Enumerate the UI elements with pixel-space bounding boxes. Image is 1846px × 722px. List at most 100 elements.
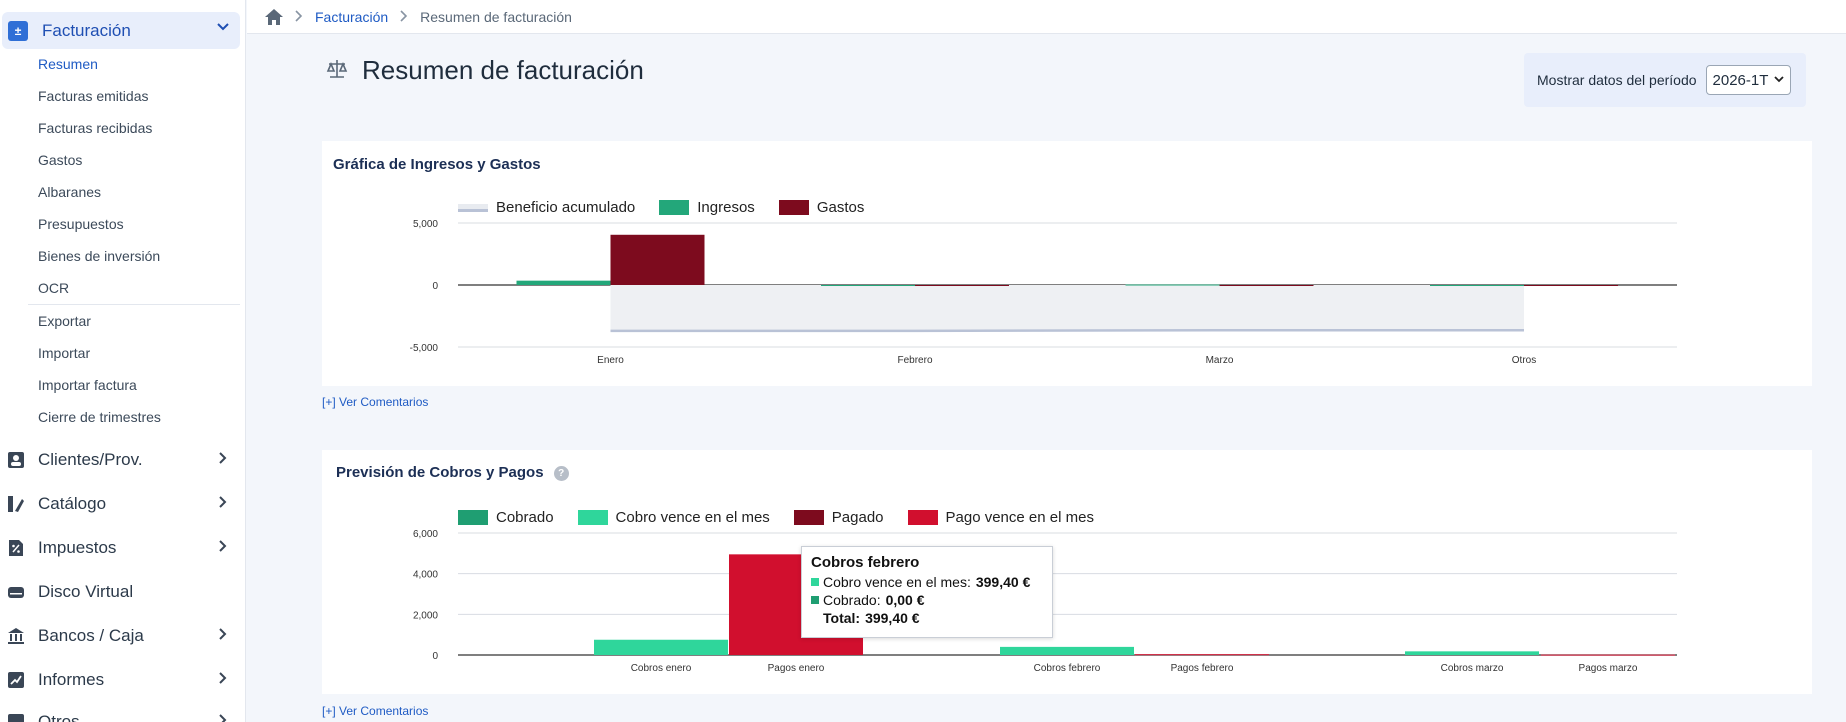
subnav-facturas-emitidas[interactable]: Facturas emitidas — [38, 88, 149, 104]
home-icon[interactable] — [265, 8, 283, 25]
legend-item[interactable]: Pago vence en el mes — [907, 509, 1094, 526]
nav-facturacion[interactable]: ± Facturación — [2, 12, 240, 49]
nav-bancos-caja-label: Bancos / Caja — [38, 626, 144, 645]
bar-gastos — [915, 285, 1009, 286]
tooltip-total: Total: 399,40 € — [811, 610, 1043, 626]
subnav-gastos[interactable]: Gastos — [38, 152, 83, 168]
breadcrumb-facturacion[interactable]: Facturación — [315, 8, 389, 25]
legend-item[interactable]: Cobrado — [458, 509, 554, 526]
chevron-right-icon — [218, 495, 228, 514]
nav-bancos-caja[interactable]: Bancos / Caja — [6, 622, 240, 650]
tooltip-row: Cobro vence en el mes: 399,40 € — [811, 574, 1043, 590]
chevron-right-icon — [218, 451, 228, 470]
chart2-comments-link[interactable]: [+] Ver Comentarios — [322, 704, 429, 718]
chevron-right-icon — [295, 9, 303, 25]
breadcrumb: Facturación Resumen de facturación — [247, 0, 1846, 34]
x-tick-label: Pagos febrero — [1171, 663, 1234, 674]
catalog-icon — [6, 494, 26, 514]
nav-catalogo-label: Catálogo — [38, 494, 107, 513]
tooltip-total-label: Total: — [823, 610, 861, 626]
legend-item[interactable]: Pagado — [793, 509, 884, 526]
tooltip-label: Cobrado: — [823, 592, 881, 608]
contact-card-icon — [6, 450, 26, 470]
subnav-ocr[interactable]: OCR — [38, 280, 70, 296]
tooltip-row: Cobrado: 0,00 € — [811, 592, 1043, 608]
y-tick-label: 0 — [432, 281, 438, 292]
nav-informes[interactable]: Informes — [6, 666, 240, 694]
legend-label: Gastos — [816, 199, 865, 216]
period-label: Mostrar datos del período — [1537, 72, 1697, 88]
legend-item[interactable]: Beneficio acumulado — [458, 199, 635, 216]
y-tick-label: 0 — [432, 651, 438, 662]
y-tick-label: 6,000 — [413, 529, 438, 540]
bar-ingresos — [821, 285, 915, 286]
legend-item[interactable]: Ingresos — [659, 199, 755, 216]
x-tick-label: Cobros enero — [631, 663, 692, 674]
subnav-facturas-recibidas[interactable]: Facturas recibidas — [38, 120, 153, 136]
subnav-cierre-trimestres[interactable]: Cierre de trimestres — [38, 409, 161, 425]
sidebar: ± Facturación Resumen Facturas emitidas … — [0, 0, 246, 722]
tooltip-value: 399,40 € — [975, 574, 1031, 590]
nav-catalogo[interactable]: Catálogo — [6, 490, 240, 518]
legend-label: Pago vence en el mes — [945, 509, 1094, 526]
legend-item[interactable]: Gastos — [778, 199, 865, 216]
y-tick-label: 4,000 — [413, 570, 438, 581]
x-tick-label: Pagos marzo — [1579, 663, 1638, 674]
nav-disco-virtual[interactable]: Disco Virtual — [6, 578, 240, 606]
tooltip-total-value: 399,40 € — [865, 610, 920, 626]
nav-impuestos[interactable]: Impuestos — [6, 534, 240, 562]
x-tick-label: Cobros marzo — [1441, 663, 1504, 674]
subnav-exportar[interactable]: Exportar — [38, 313, 91, 329]
calculator-icon: ± — [8, 20, 28, 41]
nav-impuestos-label: Impuestos — [38, 538, 117, 557]
subnav-albaranes[interactable]: Albaranes — [38, 184, 102, 200]
x-tick-label: Enero — [597, 355, 624, 366]
tooltip-dot — [811, 596, 819, 604]
subnav-importar-factura[interactable]: Importar factura — [38, 377, 137, 393]
tooltip-title: Cobros febrero — [811, 554, 920, 571]
bar-ingresos — [1125, 284, 1220, 286]
chart2-title: Previsión de Cobros y Pagos — [336, 464, 544, 481]
legend-item[interactable]: Cobro vence en el mes — [577, 509, 770, 526]
bar-cobro — [1000, 646, 1134, 655]
chevron-down-icon — [216, 20, 230, 37]
tooltip-value: 0,00 € — [885, 592, 925, 608]
x-tick-label: Cobros febrero — [1034, 663, 1101, 674]
chart1-comments-link[interactable]: [+] Ver Comentarios — [322, 395, 429, 409]
chart1-title: Gráfica de Ingresos y Gastos — [333, 156, 541, 173]
bar-gastos — [610, 234, 705, 285]
nav-otros[interactable]: Otros — [6, 708, 240, 722]
subnav-bienes-inversion[interactable]: Bienes de inversión — [38, 248, 161, 264]
y-tick-label: 5,000 — [413, 219, 438, 230]
legend-swatch — [659, 200, 690, 215]
legend-label: Cobrado — [496, 509, 554, 526]
chevron-right-icon — [218, 671, 228, 690]
bar-ingresos — [1430, 285, 1524, 286]
nav-clientes-prov-label: Clientes/Prov. — [38, 450, 143, 469]
x-tick-label: Febrero — [897, 355, 932, 366]
tooltip-label: Cobro vence en el mes: — [823, 574, 971, 590]
nav-informes-label: Informes — [38, 670, 105, 689]
legend-swatch — [793, 510, 824, 525]
bar-pago — [1135, 654, 1269, 656]
legend-swatch — [577, 510, 608, 525]
subnav-resumen[interactable]: Resumen — [38, 56, 98, 72]
bar-pago — [1541, 654, 1675, 656]
help-icon[interactable]: ? — [553, 466, 569, 481]
nav-clientes-prov[interactable]: Clientes/Prov. — [6, 446, 240, 474]
page-title: Resumen de facturación — [362, 55, 644, 85]
nav-disco-virtual-label: Disco Virtual — [38, 582, 134, 601]
line-beneficio-acumulado — [610, 329, 1524, 333]
x-tick-label: Marzo — [1206, 355, 1234, 366]
legend-swatch — [458, 510, 488, 525]
chart-tooltip: Cobros febrero Cobro vence en el mes: 39… — [801, 546, 1053, 638]
tooltip-dot — [811, 578, 819, 586]
legend-label: Pagado — [831, 509, 884, 526]
sidebar-divider — [28, 304, 240, 305]
y-tick-label: -5,000 — [410, 343, 439, 354]
subnav-importar[interactable]: Importar — [38, 345, 91, 361]
nav-otros-label: Otros — [38, 712, 80, 722]
period-select[interactable]: 2026-1T — [1705, 65, 1792, 95]
legend-label: Cobro vence en el mes — [615, 509, 770, 526]
subnav-presupuestos[interactable]: Presupuestos — [38, 216, 124, 232]
